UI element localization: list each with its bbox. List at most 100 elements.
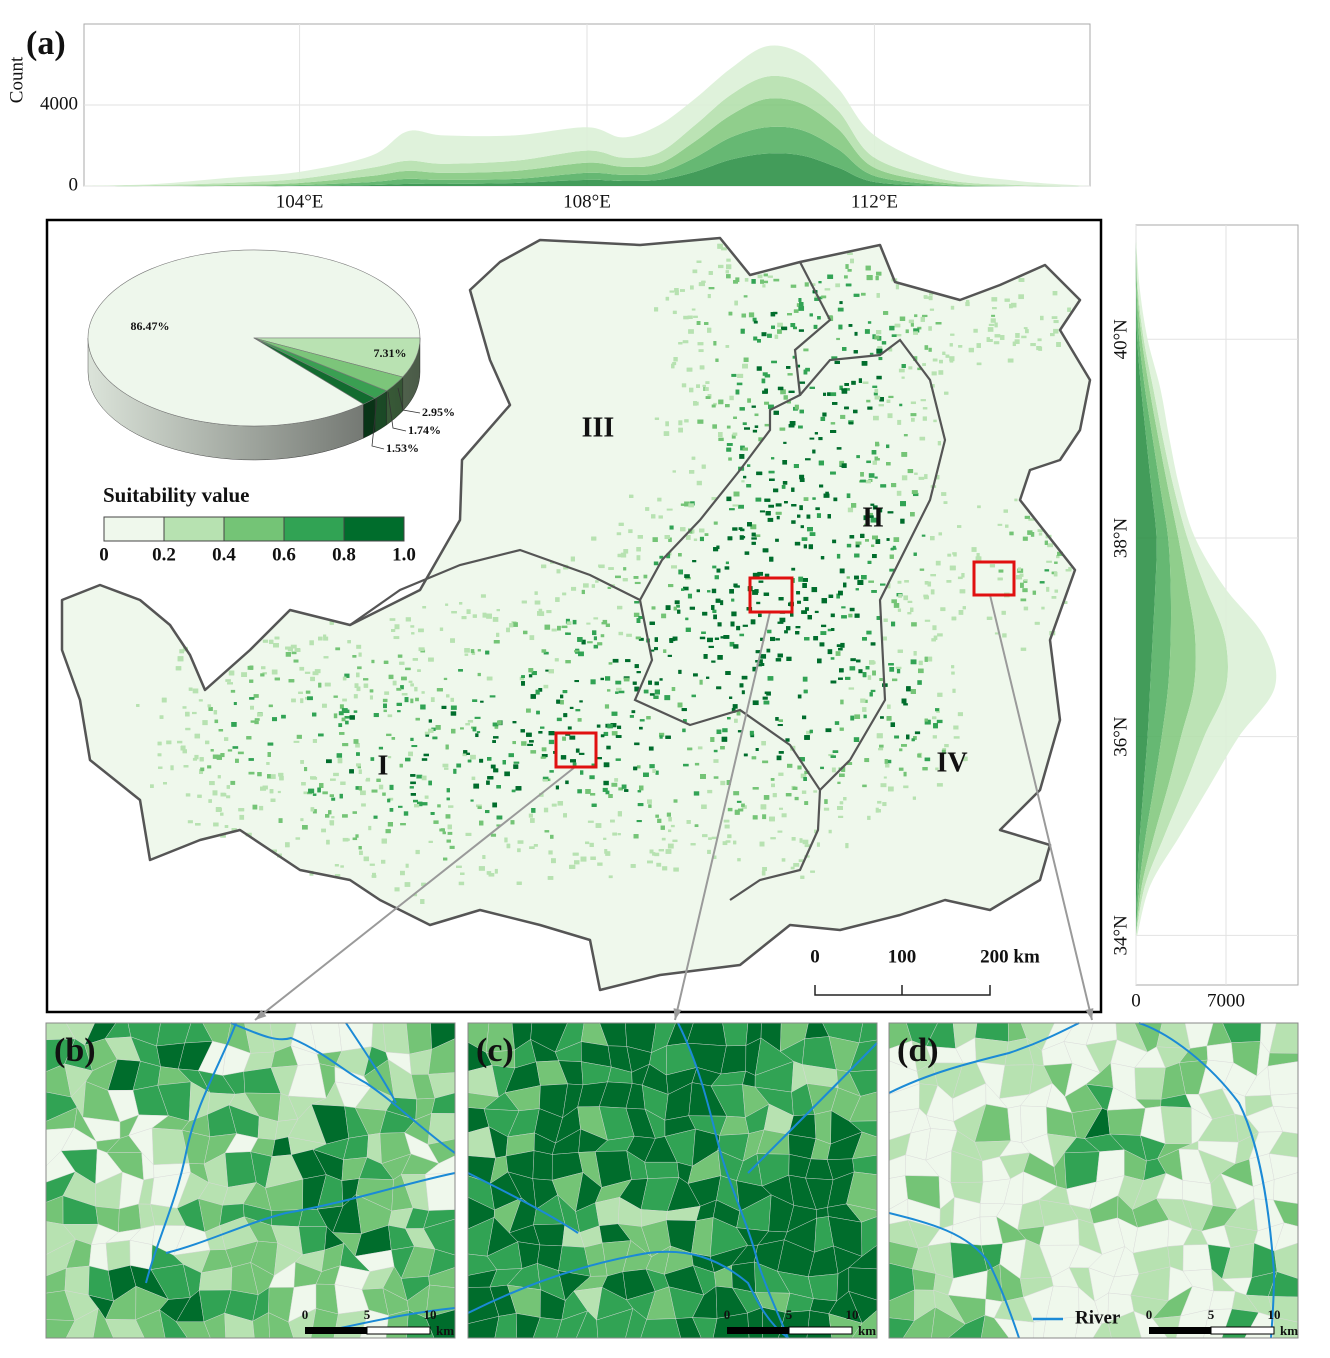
suitability-pixel — [854, 553, 860, 558]
suitability-pixel — [757, 274, 763, 279]
suitability-pixel — [596, 757, 602, 760]
suitability-pixel — [534, 591, 538, 595]
suitability-pixel — [783, 441, 787, 444]
suitability-pixel — [605, 623, 610, 627]
suitability-pixel — [254, 718, 260, 721]
suitability-pixel — [634, 742, 640, 746]
suitability-pixel — [799, 838, 803, 843]
suitability-pixel — [741, 313, 747, 318]
suitability-pixel — [800, 525, 804, 529]
suitability-pixel — [843, 797, 847, 801]
suitability-pixel — [874, 388, 879, 393]
suitability-pixel — [397, 710, 401, 713]
suitability-pixel — [1053, 320, 1059, 324]
suitability-pixel — [654, 681, 659, 686]
suitability-pixel — [865, 539, 869, 542]
suitability-pixel — [681, 708, 687, 712]
suitability-pixel — [467, 720, 474, 723]
suitability-pixel — [814, 610, 819, 614]
suitability-pixel — [962, 606, 966, 610]
suitability-pixel — [520, 729, 525, 733]
suitability-pixel — [344, 673, 350, 678]
suitability-pixel — [762, 372, 768, 376]
suitability-pixel — [696, 321, 701, 325]
suitability-pixel — [555, 785, 559, 790]
suitability-pixel — [707, 327, 712, 333]
suitability-pixel — [617, 605, 623, 610]
suitability-pixel — [932, 735, 937, 739]
suitability-pixel — [726, 425, 731, 429]
legend-tick-label: 1.0 — [392, 544, 416, 565]
suitability-pixel — [851, 380, 856, 385]
suitability-pixel — [546, 610, 552, 614]
suitability-pixel — [704, 322, 709, 325]
catchment-cell — [1182, 1244, 1212, 1272]
suitability-pixel — [1024, 515, 1030, 519]
suitability-pixel — [790, 612, 794, 617]
suitability-pixel — [933, 419, 937, 423]
suitability-pixel — [672, 470, 676, 473]
suitability-pixel — [738, 808, 744, 812]
suitability-pixel — [376, 778, 381, 782]
suitability-pixel — [441, 705, 447, 709]
suitability-pixel — [188, 687, 193, 691]
suitability-pixel — [387, 822, 393, 827]
suitability-pixel — [854, 575, 859, 580]
legend-swatch — [283, 516, 345, 542]
suitability-pixel — [677, 609, 681, 614]
suitability-pixel — [608, 875, 613, 879]
suitability-pixel — [541, 649, 547, 653]
legend-swatch — [103, 516, 165, 542]
suitability-pixel — [818, 460, 825, 466]
suitability-pixel — [1020, 647, 1027, 651]
suitability-pixel — [737, 373, 744, 378]
suitability-pixel — [717, 655, 723, 660]
suitability-pixel — [752, 317, 757, 322]
suitability-pixel — [777, 830, 783, 833]
suitability-pixel — [666, 553, 671, 559]
suitability-pixel — [744, 278, 749, 282]
suitability-pixel — [548, 669, 554, 674]
suitability-pixel — [821, 295, 827, 299]
suitability-pixel — [633, 766, 638, 771]
suitability-pixel — [210, 749, 214, 752]
suitability-pixel — [405, 757, 411, 762]
suitability-pixel — [355, 834, 359, 838]
river — [888, 1022, 1080, 1094]
y-tick-label: 36°N — [1110, 716, 1131, 757]
suitability-pixel — [668, 829, 672, 833]
suitability-pixel — [183, 765, 189, 768]
suitability-pixel — [803, 369, 808, 375]
suitability-pixel — [342, 676, 347, 681]
suitability-pixel — [271, 669, 278, 675]
suitability-pixel — [300, 760, 304, 764]
suitability-pixel — [764, 691, 770, 695]
suitability-pixel — [587, 820, 594, 823]
suitability-pixel — [838, 677, 843, 680]
suitability-pixel — [443, 677, 448, 681]
y-tick-label: 4000 — [40, 93, 78, 114]
suitability-pixel — [876, 375, 882, 380]
suitability-pixel — [318, 682, 322, 688]
suitability-pixel — [876, 348, 883, 354]
suitability-pixel — [607, 689, 611, 692]
suitability-pixel — [510, 820, 515, 825]
suitability-pixel — [611, 782, 618, 787]
suitability-pixel — [355, 786, 360, 790]
suitability-pixel — [630, 864, 636, 868]
suitability-pixel — [952, 552, 957, 555]
suitability-pixel — [862, 672, 867, 678]
suitability-pixel — [890, 548, 894, 551]
suitability-pixel — [674, 288, 679, 292]
legend-swatch — [223, 516, 285, 542]
suitability-pixel — [786, 400, 791, 404]
suitability-pixel — [820, 416, 826, 421]
suitability-pixel — [862, 637, 867, 641]
suitability-pixel — [166, 740, 172, 745]
suitability-pixel — [739, 633, 745, 637]
suitability-pixel — [194, 754, 199, 760]
suitability-pixel — [410, 625, 415, 628]
suitability-pixel — [741, 675, 748, 680]
suitability-pixel — [517, 840, 524, 844]
suitability-pixel — [261, 666, 266, 670]
